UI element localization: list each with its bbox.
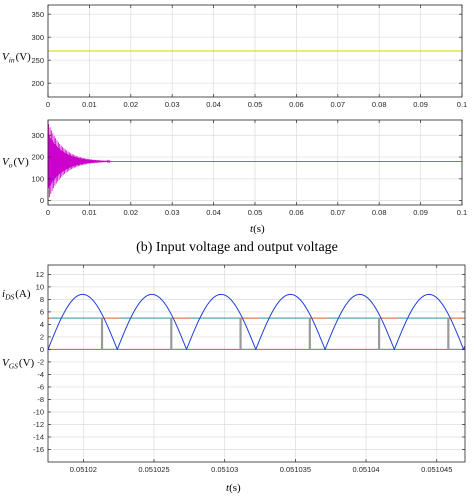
y-tick-label: 0 (40, 196, 44, 205)
x-tick-label: 0.06 (289, 100, 304, 109)
y-tick-label: 8 (40, 295, 44, 304)
x-axis-label: t(s) (250, 223, 265, 235)
y-axis-label: Vo(V) (2, 156, 29, 170)
y-tick-label: -16 (33, 445, 44, 454)
x-tick-label: 0.09 (413, 100, 428, 109)
y-tick-label: 0 (40, 345, 44, 354)
y-tick-label: 200 (31, 153, 44, 162)
figure-caption: (b) Input voltage and output voltage (136, 240, 338, 255)
plot-area (48, 265, 465, 462)
y-tick-label: 100 (31, 174, 44, 183)
x-tick-label: 0.05103 (211, 465, 238, 474)
x-tick-label: 0.07 (330, 208, 345, 217)
output-voltage-plot: 0 0.01 0.02 0.03 0.04 0.05 0.06 0.07 0.08 0.09 0.1… (2, 119, 467, 235)
y-tick-label: 10 (36, 282, 44, 291)
x-tick-label: 0 (46, 208, 50, 217)
y-tick-label: 12 (36, 270, 44, 279)
y-axis-label-voltage-subscript: GS (9, 362, 18, 371)
y-axis-label-symbol: V (2, 51, 10, 63)
x-tick-label: 0.05 (248, 208, 263, 217)
y-tick-label: 250 (31, 56, 44, 65)
x-tick-label: 0.01 (82, 100, 97, 109)
x-axis-label-unit: (s) (253, 223, 265, 235)
x-tick-label: 0.1 (457, 100, 467, 109)
x-tick-label: 0.02 (123, 100, 138, 109)
y-axis-label-current-subscript: DS (4, 293, 14, 302)
y-tick-label: 350 (31, 10, 44, 19)
x-tick-label: 0.07 (330, 100, 345, 109)
y-axis-label-voltage-unit: (V) (19, 357, 35, 369)
y-axis-label-current-unit: (A) (15, 288, 31, 300)
x-tick-label: 0.05104 (352, 465, 379, 474)
y-tick-label: -2 (37, 358, 44, 367)
y-tick-label: 300 (31, 33, 44, 42)
y-axis-label-current: iDS(A) (2, 288, 31, 302)
output-voltage-line (47, 123, 462, 201)
y-axis-label: Vin(V) (2, 51, 31, 65)
x-axis-label-unit: (s) (229, 482, 241, 494)
x-tick-label: 0.051025 (138, 465, 169, 474)
x-tick-label: 0.08 (372, 100, 387, 109)
x-tick-label: 0.03 (165, 208, 180, 217)
x-tick-label: 0.01 (82, 208, 97, 217)
drain-current-line (47, 293, 466, 351)
y-axis-label-unit: (V) (13, 156, 29, 168)
y-tick-label: 200 (31, 79, 44, 88)
y-tick-label: -4 (37, 370, 44, 379)
x-tick-label: 0.04 (206, 100, 221, 109)
y-axis-label-current-symbol: i (2, 288, 5, 300)
input-voltage-plot: 0 0.01 0.02 0.03 0.04 0.05 0.06 0.07 0.08 0.09 0.1… (2, 4, 467, 109)
y-tick-label: -14 (33, 433, 44, 442)
y-tick-label: -8 (37, 395, 44, 404)
x-tick-label: 0.09 (413, 208, 428, 217)
drain-current-gate-voltage-plot: 0.05102 0.051025 0.05103 0.051035 0.05104 0.0… (2, 264, 466, 494)
y-tick-label: 4 (40, 320, 44, 329)
x-tick-label: 0.1 (457, 208, 467, 217)
x-tick-label: 0.03 (165, 100, 180, 109)
x-tick-label: 0.02 (123, 208, 138, 217)
x-tick-label: 0.08 (372, 208, 387, 217)
x-tick-label: 0.06 (289, 208, 304, 217)
y-tick-label: -12 (33, 420, 44, 429)
axes-box (47, 264, 466, 463)
x-tick-label: 0.051035 (280, 465, 311, 474)
x-tick-label: 0.04 (206, 208, 221, 217)
y-axis-label-voltage: VGS(V) (2, 357, 35, 371)
x-axis-label-symbol: t (226, 482, 230, 494)
y-tick-label: -10 (33, 408, 44, 417)
y-tick-label: 2 (40, 333, 44, 342)
y-tick-label: 6 (40, 308, 44, 317)
y-axis-label-subscript: in (9, 56, 15, 65)
x-tick-label: 0.05102 (70, 465, 97, 474)
x-axis-label-symbol: t (250, 223, 254, 235)
y-axis-label-subscript: o (9, 161, 13, 170)
y-tick-label: -6 (37, 383, 44, 392)
y-tick-label: 300 (31, 131, 44, 140)
y-axis-label-unit: (V) (16, 51, 32, 63)
x-tick-label: 0 (46, 100, 50, 109)
x-tick-label: 0.05 (248, 100, 263, 109)
y-axis-label-symbol: V (2, 156, 10, 168)
y-axis-label-voltage-symbol: V (2, 357, 10, 369)
x-axis-label: t(s) (226, 482, 241, 494)
x-tick-label: 0.051045 (421, 465, 452, 474)
